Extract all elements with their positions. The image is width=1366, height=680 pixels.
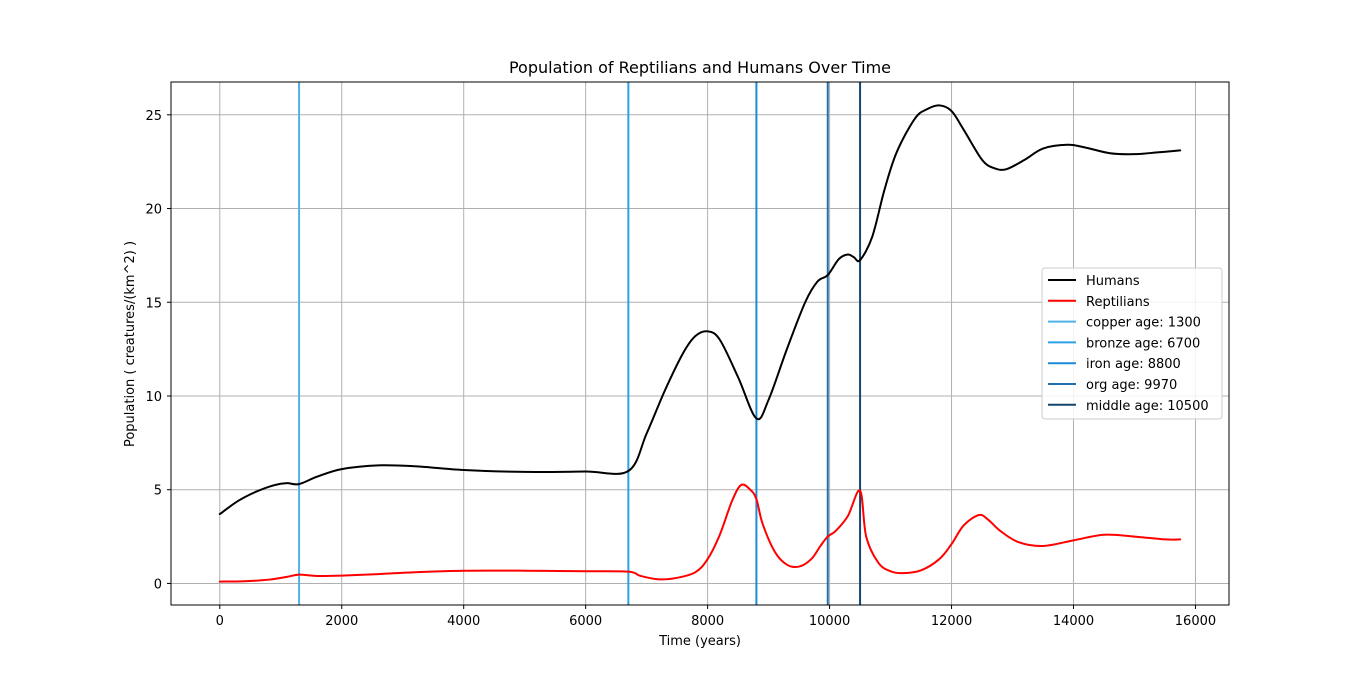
x-tick-label: 10000 — [809, 614, 850, 629]
legend-label: Reptilians — [1086, 295, 1150, 310]
x-tick-label: 6000 — [569, 614, 602, 629]
y-tick-label: 20 — [145, 203, 162, 218]
y-tick-label: 25 — [145, 109, 162, 124]
series-line-reptilians — [218, 483, 1182, 583]
y-tick-label: 0 — [154, 577, 162, 592]
x-tick-label: 0 — [216, 614, 224, 629]
y-tick-label: 15 — [145, 296, 162, 311]
legend-label: org age: 9970 — [1086, 378, 1177, 393]
y-axis-label: Population ( creatures/(km^2) ) — [123, 241, 138, 447]
x-axis-label: Time (years) — [658, 634, 741, 649]
chart-title: Population of Reptilians and Humans Over… — [509, 58, 891, 77]
x-tick-label: 12000 — [931, 614, 972, 629]
plot-frame — [170, 81, 1230, 606]
series-line-humans — [218, 104, 1182, 516]
legend-label: middle age: 10500 — [1086, 399, 1209, 414]
x-tick-label: 8000 — [691, 614, 724, 629]
axis-ticks: 0 2000 4000 6000 8000 10000 12000 14000 16000 0 5 1… — [145, 109, 1216, 629]
grid — [171, 82, 1229, 605]
legend-label: Humans — [1086, 274, 1140, 289]
y-tick-label: 10 — [145, 390, 162, 405]
y-tick-label: 5 — [154, 484, 162, 499]
legend-box — [1041, 267, 1223, 420]
x-tick-label: 4000 — [447, 614, 480, 629]
x-tick-label: 14000 — [1053, 614, 1094, 629]
series-lines — [218, 104, 1182, 583]
vertical-lines — [298, 82, 862, 605]
x-tick-label: 16000 — [1175, 614, 1216, 629]
legend-label: iron age: 8800 — [1086, 357, 1181, 372]
legend: Humans Reptilians copper age: 1300 bronze a… — [1041, 267, 1223, 420]
legend-label: bronze age: 6700 — [1086, 336, 1200, 351]
legend-label: copper age: 1300 — [1086, 316, 1201, 331]
x-tick-label: 2000 — [325, 614, 358, 629]
